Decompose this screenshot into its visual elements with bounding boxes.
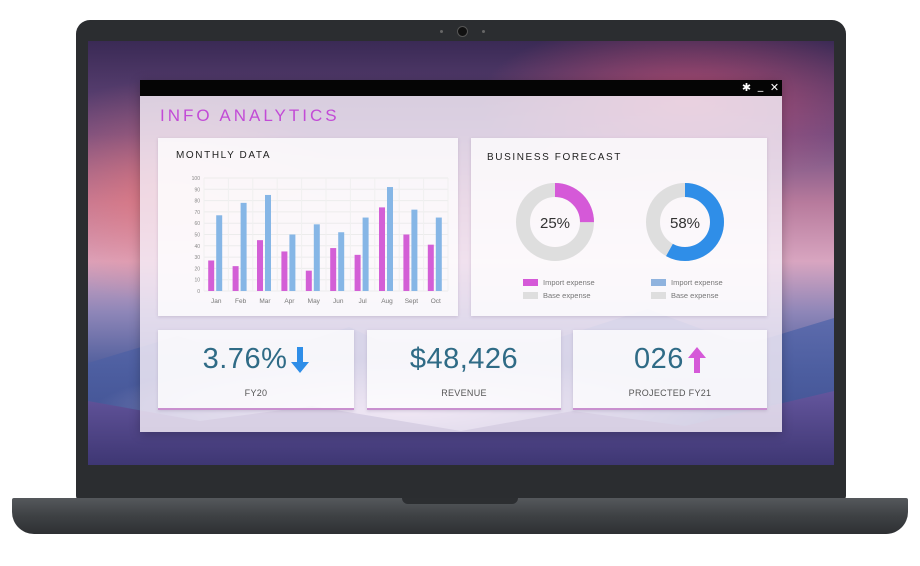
bar-series-2 bbox=[240, 202, 247, 291]
bar-series-1 bbox=[305, 270, 312, 291]
kpi-value-text: 3.76% bbox=[202, 343, 288, 375]
y-tick-label: 90 bbox=[194, 187, 200, 193]
bar-series-2 bbox=[411, 209, 418, 291]
y-tick-label: 70 bbox=[194, 210, 200, 216]
bar-series-1 bbox=[232, 266, 239, 291]
kpi-label: REVENUE bbox=[441, 388, 487, 398]
legend-swatch-base bbox=[523, 292, 538, 299]
x-tick-label: Sept bbox=[405, 298, 419, 305]
bar-series-2 bbox=[362, 217, 369, 291]
y-tick-label: 10 bbox=[194, 278, 200, 284]
kpi-card-projected-fy21: 026 PROJECTED FY21 bbox=[573, 330, 767, 410]
kpi-label: FY20 bbox=[244, 388, 268, 398]
x-tick-label: Aug bbox=[381, 298, 393, 305]
y-tick-label: 40 bbox=[194, 244, 200, 250]
bar-series-1 bbox=[403, 234, 410, 291]
window-titlebar: ✱ _ ✕ bbox=[140, 80, 782, 96]
donut-import-58: 58% bbox=[646, 183, 724, 261]
mic-dot bbox=[482, 30, 485, 33]
kpi-card-revenue: $48,426 REVENUE bbox=[367, 330, 561, 410]
bar-series-1 bbox=[354, 254, 361, 291]
legend-swatch-import bbox=[651, 279, 666, 286]
x-tick-label: Apr bbox=[284, 298, 295, 305]
kpi-value: 026 bbox=[573, 343, 767, 376]
kpi-underline bbox=[573, 408, 767, 410]
bar-series-1 bbox=[281, 251, 288, 291]
x-tick-label: Oct bbox=[431, 298, 441, 305]
bar-series-1 bbox=[379, 207, 385, 291]
y-tick-label: 50 bbox=[194, 233, 200, 239]
legend-base-expense: Base expense bbox=[543, 291, 591, 300]
bar-series-2 bbox=[265, 194, 271, 291]
legend-swatch-base bbox=[651, 292, 666, 299]
kpi-value: 3.76% bbox=[158, 343, 354, 376]
y-tick-label: 0 bbox=[197, 289, 200, 295]
kpi-value: $48,426 bbox=[409, 343, 519, 375]
y-tick-label: 100 bbox=[192, 176, 201, 182]
mic-dot bbox=[440, 30, 443, 33]
page-title: INFO ANALYTICS bbox=[160, 106, 340, 125]
y-tick-label: 60 bbox=[194, 221, 200, 227]
x-tick-label: Jan bbox=[211, 298, 222, 305]
y-tick-label: 20 bbox=[194, 266, 200, 272]
donut-value-arc bbox=[516, 183, 594, 261]
bar-series-2 bbox=[313, 224, 320, 291]
kpi-underline bbox=[158, 408, 354, 410]
bar-series-2 bbox=[338, 232, 345, 291]
donut-value-arc bbox=[646, 183, 724, 261]
x-tick-label: Feb bbox=[235, 298, 247, 305]
bar-series-2 bbox=[387, 187, 393, 291]
down-arrow-icon bbox=[291, 347, 310, 374]
kpi-card-fy20: 3.76% FY20 bbox=[158, 330, 354, 410]
bar-series-1 bbox=[208, 260, 215, 291]
legend-import-expense: Import expense bbox=[543, 278, 595, 287]
legend-swatch-import bbox=[523, 279, 538, 286]
donut-import-25: 25% bbox=[516, 183, 594, 261]
monthly-bar-chart: 0 10 20 30 40 50 60 70 80 90 100 Jan Feb Mar Apr May Jun… bbox=[192, 176, 449, 305]
up-arrow-icon bbox=[687, 347, 706, 374]
business-forecast-title: BUSINESS FORECAST bbox=[487, 152, 622, 163]
x-tick-label: Jun bbox=[333, 298, 344, 305]
webcam bbox=[457, 26, 468, 37]
x-tick-label: May bbox=[308, 298, 321, 305]
analytics-window: ✱ _ ✕ INFO ANALYTICS MONTHLY DATA 0 10 20 3… bbox=[140, 80, 782, 432]
bar-series-1 bbox=[257, 240, 263, 291]
legend-import-expense: Import expense bbox=[671, 278, 723, 287]
kpi-value-text: 026 bbox=[634, 343, 684, 375]
donut-percent-label: 25% bbox=[540, 215, 570, 232]
legend-base-expense: Base expense bbox=[671, 291, 719, 300]
x-tick-label: Mar bbox=[259, 298, 271, 305]
close-button[interactable]: ✕ bbox=[769, 81, 780, 94]
monthly-data-card: MONTHLY DATA 0 10 20 30 40 50 60 70 80 90 100 Jan Fe… bbox=[158, 138, 458, 316]
laptop-base bbox=[12, 498, 908, 534]
kpi-underline bbox=[367, 408, 561, 410]
x-tick-label: Jul bbox=[358, 298, 367, 305]
kpi-label: PROJECTED FY21 bbox=[628, 388, 712, 398]
lid-opening-notch bbox=[402, 498, 518, 504]
bar-series-2 bbox=[289, 234, 296, 291]
bar-series-1 bbox=[427, 244, 434, 291]
settings-icon[interactable]: ✱ bbox=[741, 81, 752, 94]
monthly-data-title: MONTHLY DATA bbox=[176, 150, 272, 161]
donut-percent-label: 58% bbox=[670, 215, 700, 232]
bar-series-2 bbox=[216, 215, 223, 291]
minimize-button[interactable]: _ bbox=[757, 79, 764, 92]
y-tick-label: 30 bbox=[194, 255, 200, 261]
bar-series-1 bbox=[330, 248, 337, 291]
business-forecast-card: BUSINESS FORECAST 25% 58% Import expense… bbox=[471, 138, 767, 316]
forecast-donuts: 25% 58% bbox=[516, 183, 724, 261]
y-tick-label: 80 bbox=[194, 199, 200, 205]
bar-series-2 bbox=[435, 217, 442, 291]
